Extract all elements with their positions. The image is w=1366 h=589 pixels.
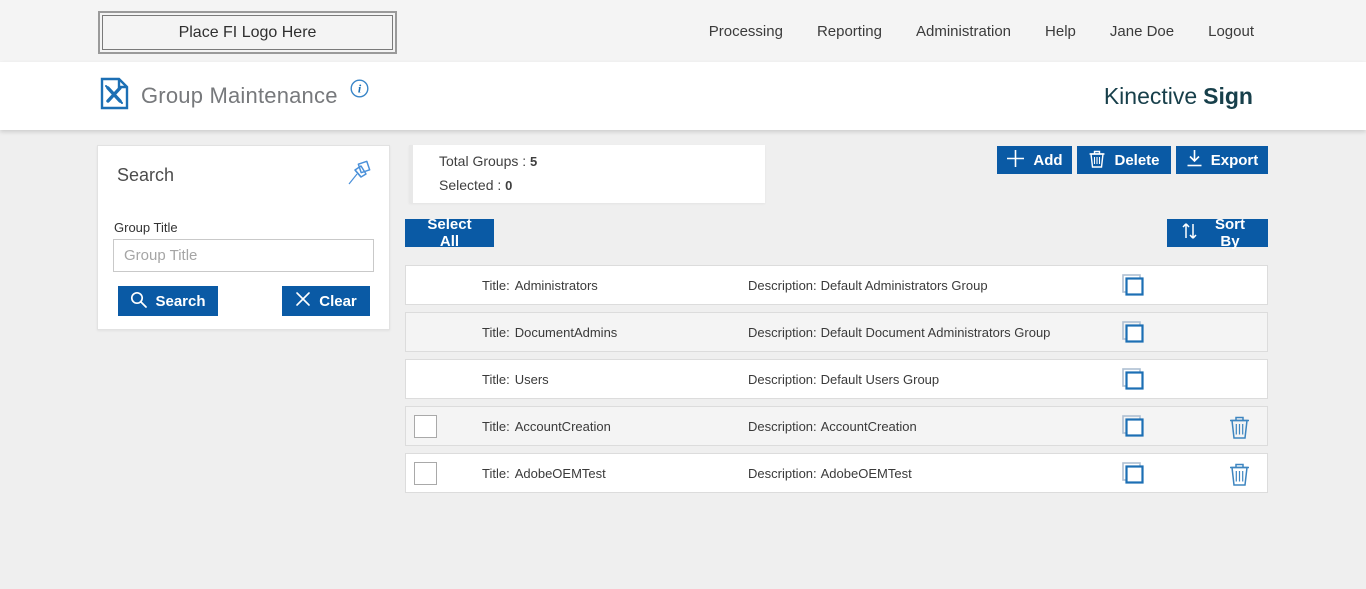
clear-button[interactable]: Clear — [282, 286, 370, 316]
group-row: Title: Administrators Description: Defau… — [405, 265, 1268, 305]
total-groups-line: Total Groups : 5 — [439, 153, 537, 169]
row-trash-icon[interactable] — [1228, 461, 1251, 491]
nav-processing[interactable]: Processing — [708, 22, 783, 40]
page-header-bar: Group Maintenance i Kinective Sign — [0, 62, 1366, 130]
nav-user[interactable]: Jane Doe — [1109, 22, 1175, 40]
group-row: Title: AccountCreation Description: Acco… — [405, 406, 1268, 446]
selected-label: Selected : — [439, 177, 502, 193]
info-icon[interactable]: i — [350, 79, 369, 103]
group-row: Title: DocumentAdmins Description: Defau… — [405, 312, 1268, 352]
brand-logo: Kinective Sign — [1104, 62, 1253, 130]
row-description-label: Description: — [748, 371, 817, 387]
sort-by-button-label: Sort By — [1215, 216, 1245, 250]
row-description-value: Default Administrators Group — [820, 277, 988, 293]
export-button-label: Export — [1210, 151, 1259, 169]
search-button[interactable]: Search — [118, 286, 218, 316]
row-description-value: AdobeOEMTest — [820, 465, 912, 481]
total-groups-label: Total Groups : — [439, 153, 527, 169]
row-description-label: Description: — [748, 418, 817, 434]
nav-logout[interactable]: Logout — [1208, 22, 1254, 40]
search-panel-title: Search — [117, 165, 175, 185]
row-title-label: Title: — [482, 371, 510, 387]
row-title-label: Title: — [482, 277, 510, 293]
row-description-label: Description: — [748, 324, 817, 340]
group-row: Title: Users Description: Default Users … — [405, 359, 1268, 399]
group-title-label: Group Title — [114, 220, 178, 235]
selected-value: 0 — [505, 178, 513, 193]
top-nav: Processing Reporting Administration Help… — [709, 0, 1254, 62]
sort-arrows-icon — [1181, 222, 1198, 244]
row-description-value: Default Users Group — [820, 371, 940, 387]
add-button-label: Add — [1033, 151, 1063, 169]
nav-help[interactable]: Help — [1045, 22, 1076, 40]
total-groups-value: 5 — [530, 154, 538, 169]
row-title-value: AdobeOEMTest — [514, 465, 606, 481]
row-description-label: Description: — [748, 277, 817, 293]
row-description-value: AccountCreation — [820, 418, 917, 434]
row-title-label: Title: — [482, 465, 510, 481]
row-title-label: Title: — [482, 418, 510, 434]
clear-x-icon — [295, 291, 311, 311]
group-title-input[interactable] — [113, 239, 374, 272]
nav-administration[interactable]: Administration — [915, 22, 1012, 40]
search-button-label: Search — [155, 292, 206, 310]
row-title-label: Title: — [482, 324, 510, 340]
row-title-value: Users — [514, 371, 549, 387]
copy-icon[interactable] — [1118, 319, 1146, 352]
delete-button[interactable]: Delete — [1077, 146, 1171, 174]
export-button[interactable]: Export — [1176, 146, 1268, 174]
row-description-value: Default Document Administrators Group — [820, 324, 1051, 340]
clear-button-label: Clear — [319, 292, 357, 310]
select-all-button-label: Select All — [427, 216, 472, 250]
delete-button-label: Delete — [1114, 151, 1160, 169]
sort-by-button[interactable]: Sort By — [1167, 216, 1268, 250]
copy-icon[interactable] — [1118, 460, 1146, 493]
search-icon — [130, 291, 148, 312]
summary-box: Total Groups : 5 Selected : 0 — [409, 145, 765, 203]
row-description-label: Description: — [748, 465, 817, 481]
row-trash-icon[interactable] — [1228, 414, 1251, 444]
copy-icon[interactable] — [1118, 413, 1146, 446]
brand-name-second: Sign — [1203, 82, 1253, 109]
group-row: Title: AdobeOEMTest Description: AdobeOE… — [405, 453, 1268, 493]
row-title-value: AccountCreation — [514, 418, 611, 434]
row-checkbox[interactable] — [414, 415, 437, 438]
pin-icon[interactable] — [346, 158, 373, 192]
brand-name-first: Kinective — [1103, 82, 1198, 109]
page-title: Group Maintenance — [141, 83, 338, 108]
trash-icon — [1088, 149, 1106, 172]
search-panel: Search Group Title — [97, 145, 390, 330]
copy-icon[interactable] — [1118, 366, 1146, 399]
row-checkbox[interactable] — [414, 462, 437, 485]
selected-line: Selected : 0 — [439, 177, 512, 193]
fi-logo-text: Place FI Logo Here — [178, 23, 317, 41]
copy-icon[interactable] — [1118, 272, 1146, 305]
top-bar: Place FI Logo Here Processing Reporting … — [0, 0, 1366, 62]
download-icon — [1186, 149, 1203, 171]
fi-logo-placeholder: Place FI Logo Here — [98, 11, 397, 54]
row-title-value: DocumentAdmins — [514, 324, 618, 340]
svg-text:i: i — [357, 82, 361, 96]
add-button[interactable]: Add — [997, 146, 1072, 174]
group-maintenance-icon — [100, 77, 129, 115]
group-list: Title: Administrators Description: Defau… — [405, 265, 1268, 500]
plus-icon — [1006, 149, 1025, 172]
nav-reporting[interactable]: Reporting — [816, 22, 882, 40]
row-title-value: Administrators — [514, 277, 598, 293]
select-all-button[interactable]: Select All — [405, 216, 494, 250]
